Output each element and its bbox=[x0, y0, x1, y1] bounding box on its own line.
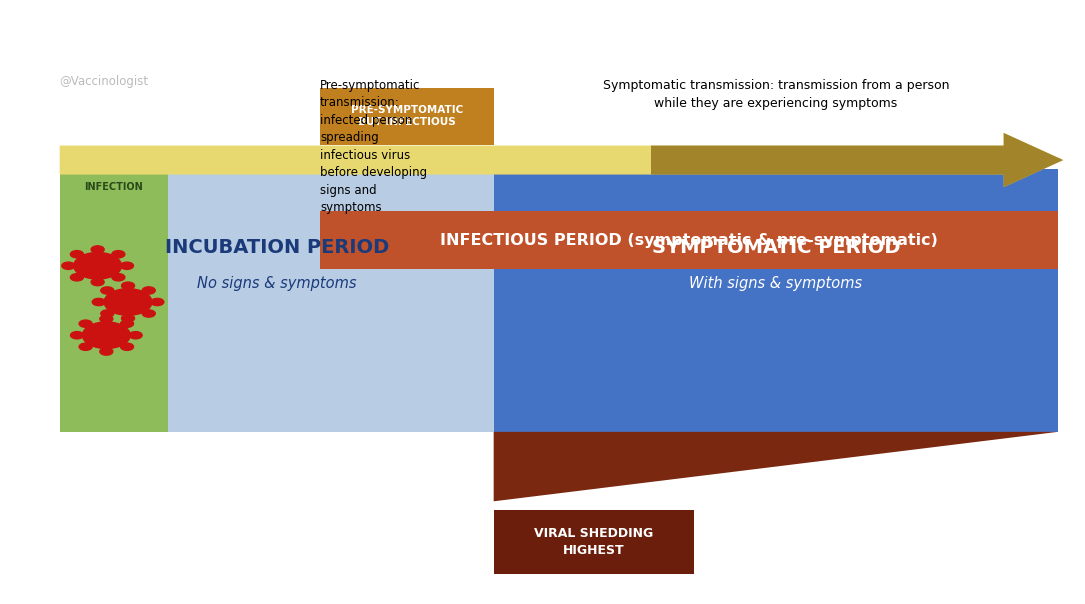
Circle shape bbox=[112, 274, 125, 281]
Circle shape bbox=[100, 348, 113, 355]
Circle shape bbox=[129, 332, 142, 339]
Circle shape bbox=[122, 315, 135, 322]
Text: Symptomatic transmission: transmission from a person
while they are experiencing: Symptomatic transmission: transmission f… bbox=[602, 79, 949, 109]
Circle shape bbox=[142, 310, 155, 317]
Circle shape bbox=[120, 343, 133, 350]
Circle shape bbox=[120, 262, 133, 269]
Text: SYMPTOMATIC PERIOD: SYMPTOMATIC PERIOD bbox=[651, 238, 901, 257]
Circle shape bbox=[104, 289, 152, 315]
Polygon shape bbox=[60, 133, 1063, 187]
FancyBboxPatch shape bbox=[494, 169, 1058, 432]
Circle shape bbox=[101, 287, 114, 294]
FancyBboxPatch shape bbox=[320, 211, 1058, 269]
Circle shape bbox=[91, 278, 104, 286]
Circle shape bbox=[120, 320, 133, 327]
Text: INFECTIOUS PERIOD (symptomatic & pre-symptomatic): INFECTIOUS PERIOD (symptomatic & pre-sym… bbox=[441, 233, 937, 248]
Circle shape bbox=[74, 252, 122, 279]
Text: PRE-SYMPTOMATIC
BUT INFECTIOUS: PRE-SYMPTOMATIC BUT INFECTIOUS bbox=[350, 105, 463, 127]
Text: With signs & symptoms: With signs & symptoms bbox=[689, 277, 863, 291]
Circle shape bbox=[101, 310, 114, 317]
Circle shape bbox=[100, 315, 113, 323]
Circle shape bbox=[79, 343, 92, 350]
Circle shape bbox=[82, 322, 130, 349]
Circle shape bbox=[92, 298, 105, 306]
Polygon shape bbox=[651, 133, 1063, 187]
Circle shape bbox=[71, 274, 84, 281]
FancyBboxPatch shape bbox=[320, 88, 494, 145]
Text: INCUBATION PERIOD: INCUBATION PERIOD bbox=[165, 238, 388, 257]
Circle shape bbox=[62, 262, 75, 269]
FancyBboxPatch shape bbox=[60, 169, 168, 432]
Text: VIRAL SHEDDING
HIGHEST: VIRAL SHEDDING HIGHEST bbox=[535, 527, 653, 557]
Text: INFECTION: INFECTION bbox=[85, 182, 143, 192]
Circle shape bbox=[122, 282, 135, 289]
FancyBboxPatch shape bbox=[60, 169, 494, 432]
Circle shape bbox=[151, 298, 164, 306]
Circle shape bbox=[91, 246, 104, 253]
FancyBboxPatch shape bbox=[494, 510, 694, 574]
Circle shape bbox=[112, 251, 125, 258]
Text: Pre-symptomatic
transmission:
infected person
spreading
infectious virus
before : Pre-symptomatic transmission: infected p… bbox=[320, 79, 427, 214]
Polygon shape bbox=[494, 432, 1058, 501]
Circle shape bbox=[142, 287, 155, 294]
Circle shape bbox=[71, 332, 84, 339]
Text: No signs & symptoms: No signs & symptoms bbox=[196, 277, 357, 291]
Circle shape bbox=[71, 251, 84, 258]
Circle shape bbox=[79, 320, 92, 327]
Text: @Vaccinologist: @Vaccinologist bbox=[60, 76, 149, 89]
